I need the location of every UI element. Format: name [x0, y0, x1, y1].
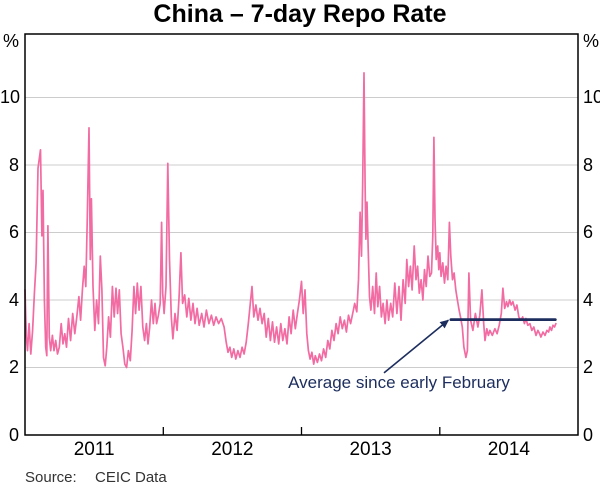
y-tick-label-right: 0 [583, 425, 594, 445]
y-tick-label-right: 6 [583, 222, 594, 243]
y-axis-unit-right: % [583, 31, 600, 51]
annotation-arrow [383, 319, 450, 374]
y-tick-label-right: 10 [583, 87, 600, 108]
x-year-label: 2013 [349, 439, 392, 460]
y-tick-label-right: 8 [583, 154, 594, 175]
series-line-0 [24, 71, 557, 369]
x-year-label: 2011 [73, 439, 115, 460]
y-axis-unit-left: % [2, 31, 19, 51]
y-tick-label-left: 6 [8, 222, 19, 243]
y-tick-label-left: 4 [8, 289, 19, 310]
source-value: CEIC Data [95, 469, 167, 486]
y-tick-label-left: 8 [8, 154, 19, 175]
y-tick-label-right: 2 [583, 357, 594, 378]
x-year-label: 2012 [211, 439, 254, 460]
y-tick-label-left: 2 [8, 357, 19, 378]
y-tick-label-right: 4 [583, 289, 594, 310]
x-year-label: 2014 [487, 439, 531, 460]
y-tick-label-left: 0 [8, 425, 19, 445]
annotation-label: Average since early February [288, 373, 510, 392]
y-tick-label-left: 10 [0, 87, 21, 108]
source-label: Source: [25, 469, 77, 486]
chart-title: China – 7-day Repo Rate [153, 0, 447, 28]
